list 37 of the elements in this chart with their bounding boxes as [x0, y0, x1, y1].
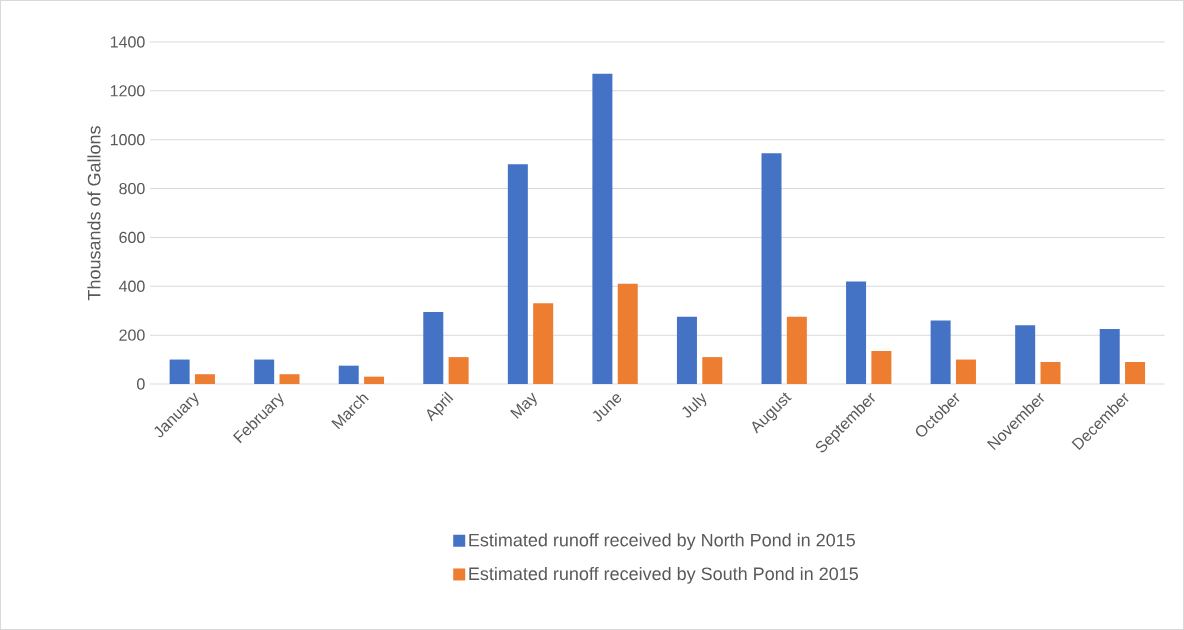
bar [761, 153, 782, 384]
bar [676, 316, 697, 384]
bar [786, 316, 807, 384]
bar [1099, 329, 1120, 384]
bar [702, 357, 723, 384]
bar [1040, 362, 1061, 384]
bar [955, 359, 976, 384]
bar [617, 283, 638, 384]
bar [1015, 325, 1036, 384]
bar [592, 73, 613, 384]
y-tick-label: 1200 [110, 85, 145, 97]
legend-label: Estimated runoff received by South Pond in 2015 [469, 566, 858, 584]
legend-label: Estimated runoff received by North Pond in 2015 [469, 533, 855, 551]
bar [871, 351, 892, 384]
bar [338, 365, 359, 384]
bar [194, 374, 215, 384]
bar [279, 374, 300, 384]
y-tick-label: 1000 [110, 134, 145, 146]
bar [1125, 362, 1146, 384]
y-tick-label: 0 [137, 378, 145, 390]
y-axis-title: Thousands of Gallons [87, 126, 101, 301]
bar [448, 357, 469, 384]
bar [507, 164, 528, 384]
x-tick-label: July [682, 392, 707, 418]
x-tick-label: May [510, 392, 537, 419]
bar [533, 303, 554, 384]
y-tick-label: 800 [119, 182, 145, 195]
y-tick-label: 200 [119, 329, 145, 341]
y-tick-label: 1400 [110, 36, 145, 48]
y-tick-label: 600 [119, 231, 145, 244]
bar [423, 311, 444, 384]
bar [364, 376, 385, 384]
bar [254, 359, 275, 384]
bar [930, 320, 951, 384]
bar [169, 359, 190, 384]
bar [846, 281, 867, 384]
y-tick-label: 400 [118, 280, 145, 292]
